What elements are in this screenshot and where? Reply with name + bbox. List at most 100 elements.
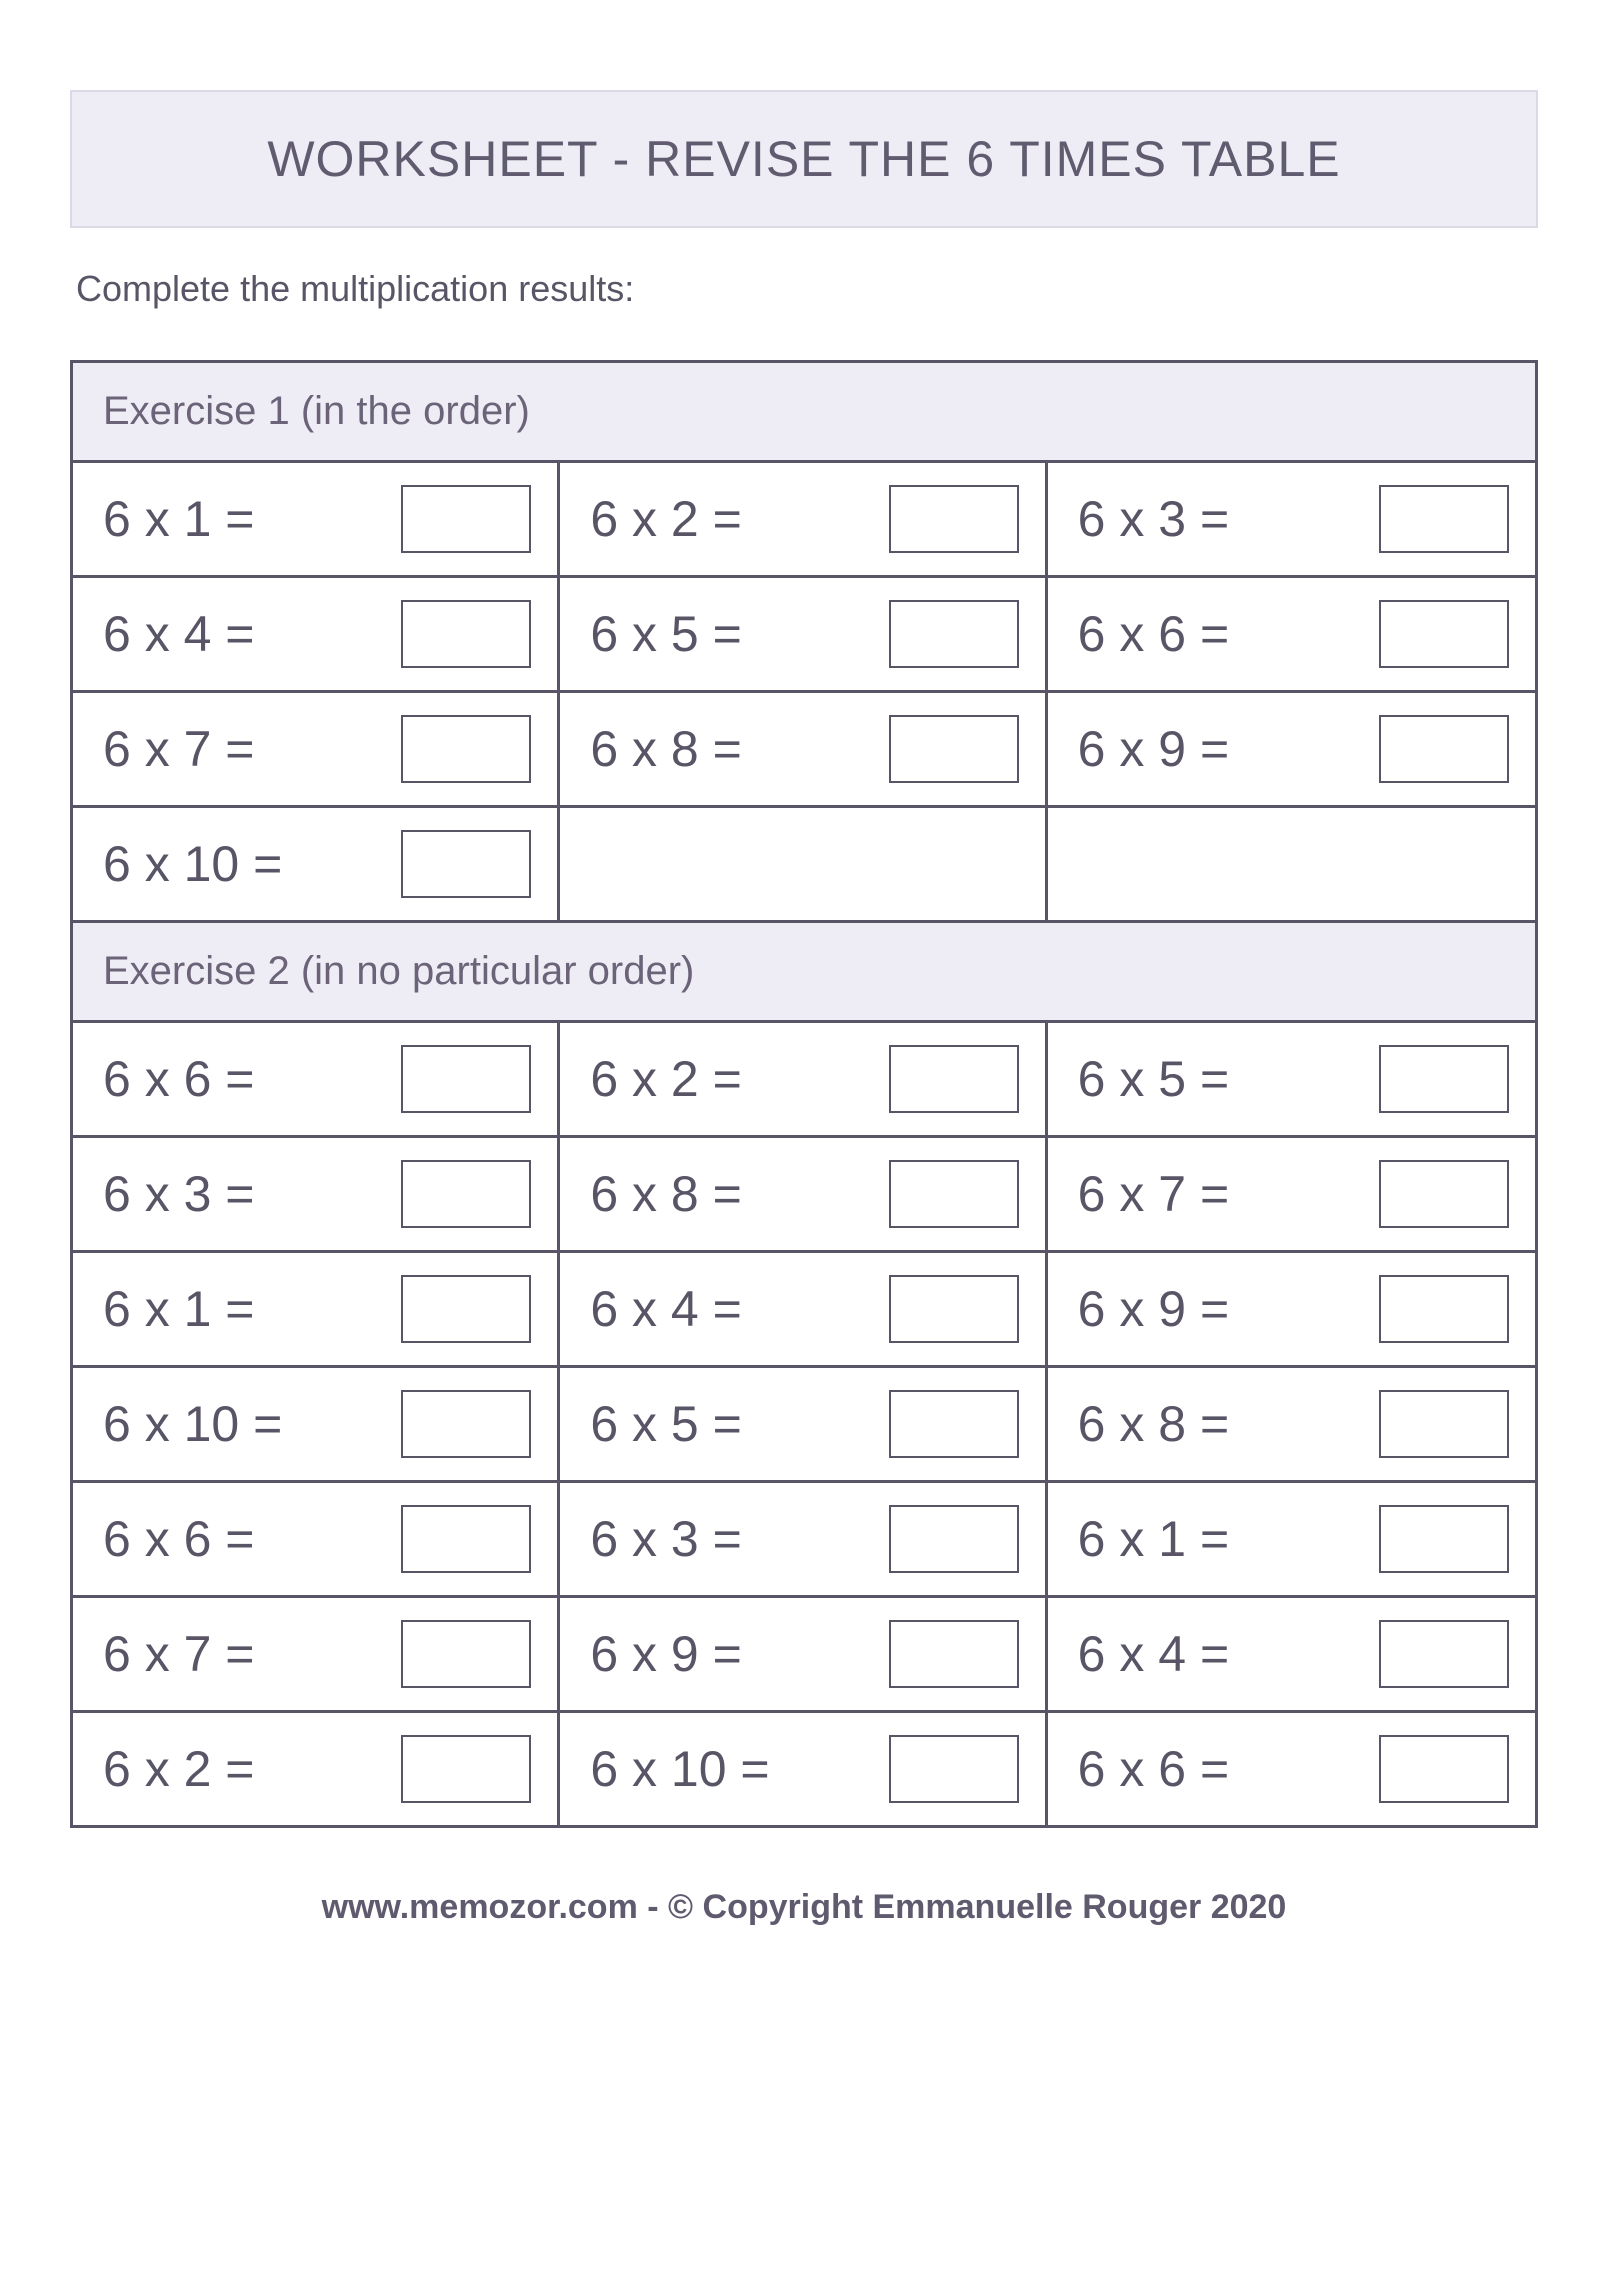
answer-input[interactable]: [1379, 1620, 1509, 1688]
problem-text: 6 x 7 =: [103, 1625, 255, 1683]
problem-cell: 6 x 2 =: [73, 1713, 560, 1825]
answer-input[interactable]: [889, 485, 1019, 553]
problem-text: 6 x 2 =: [103, 1740, 255, 1798]
answer-input[interactable]: [401, 1275, 531, 1343]
answer-input[interactable]: [401, 1505, 531, 1573]
problem-text: 6 x 3 =: [1078, 490, 1230, 548]
answer-input[interactable]: [1379, 1045, 1509, 1113]
problem-cell: 6 x 2 =: [560, 463, 1047, 578]
problem-cell: 6 x 7 =: [73, 693, 560, 808]
problem-text: 6 x 4 =: [590, 1280, 742, 1338]
problem-cell: 6 x 9 =: [560, 1598, 1047, 1713]
problem-text: 6 x 9 =: [590, 1625, 742, 1683]
problem-cell: 6 x 4 =: [560, 1253, 1047, 1368]
problem-cell: 6 x 5 =: [1048, 1023, 1535, 1138]
problem-text: 6 x 1 =: [103, 490, 255, 548]
problem-text: 6 x 9 =: [1078, 1280, 1230, 1338]
problem-cell: 6 x 4 =: [73, 578, 560, 693]
answer-input[interactable]: [1379, 1735, 1509, 1803]
footer-copyright: - © Copyright Emmanuelle Rouger 2020: [638, 1888, 1287, 1926]
problem-cell: 6 x 9 =: [1048, 1253, 1535, 1368]
problem-cell: 6 x 10 =: [73, 1368, 560, 1483]
problem-text: 6 x 6 =: [1078, 1740, 1230, 1798]
problem-cell: 6 x 7 =: [73, 1598, 560, 1713]
answer-input[interactable]: [889, 1735, 1019, 1803]
answer-input[interactable]: [401, 830, 531, 898]
problem-text: 6 x 10 =: [103, 1395, 282, 1453]
page-title: WORKSHEET - REVISE THE 6 TIMES TABLE: [92, 130, 1516, 188]
answer-input[interactable]: [889, 1620, 1019, 1688]
problem-cell: 6 x 3 =: [73, 1138, 560, 1253]
problem-cell: 6 x 5 =: [560, 578, 1047, 693]
problem-cell: 6 x 2 =: [560, 1023, 1047, 1138]
problem-cell: [560, 808, 1047, 920]
answer-input[interactable]: [401, 1735, 531, 1803]
exercise-2-header: Exercise 2 (in no particular order): [73, 920, 1535, 1023]
problem-cell: 6 x 1 =: [73, 1253, 560, 1368]
answer-input[interactable]: [889, 1045, 1019, 1113]
problem-cell: 6 x 8 =: [560, 1138, 1047, 1253]
problem-text: 6 x 1 =: [103, 1280, 255, 1338]
answer-input[interactable]: [889, 1160, 1019, 1228]
exercise-2-grid: 6 x 6 = 6 x 2 = 6 x 5 = 6 x 3 = 6 x 8 = 6 x 7…: [73, 1023, 1535, 1825]
problem-text: 6 x 7 =: [1078, 1165, 1230, 1223]
title-box: WORKSHEET - REVISE THE 6 TIMES TABLE: [70, 90, 1538, 228]
answer-input[interactable]: [889, 1275, 1019, 1343]
problem-cell: 6 x 6 =: [73, 1023, 560, 1138]
answer-input[interactable]: [401, 1160, 531, 1228]
answer-input[interactable]: [401, 1620, 531, 1688]
problem-text: 6 x 7 =: [103, 720, 255, 778]
problem-cell: [1048, 808, 1535, 920]
problem-text: 6 x 5 =: [1078, 1050, 1230, 1108]
footer-site: www.memozor.com: [322, 1888, 638, 1926]
problem-text: 6 x 4 =: [1078, 1625, 1230, 1683]
problem-text: 6 x 5 =: [590, 1395, 742, 1453]
problem-cell: 6 x 1 =: [73, 463, 560, 578]
answer-input[interactable]: [1379, 1390, 1509, 1458]
problem-text: 6 x 3 =: [103, 1165, 255, 1223]
worksheet-container: Exercise 1 (in the order) 6 x 1 =6 x 2 =…: [70, 360, 1538, 1828]
problem-cell: 6 x 1 =: [1048, 1483, 1535, 1598]
problem-cell: 6 x 7 =: [1048, 1138, 1535, 1253]
problem-cell: 6 x 8 =: [1048, 1368, 1535, 1483]
answer-input[interactable]: [401, 1045, 531, 1113]
problem-text: 6 x 10 =: [103, 835, 282, 893]
problem-text: 6 x 6 =: [1078, 605, 1230, 663]
answer-input[interactable]: [1379, 485, 1509, 553]
problem-text: 6 x 1 =: [1078, 1510, 1230, 1568]
problem-text: 6 x 5 =: [590, 605, 742, 663]
problem-cell: 6 x 5 =: [560, 1368, 1047, 1483]
problem-cell: 6 x 4 =: [1048, 1598, 1535, 1713]
answer-input[interactable]: [1379, 715, 1509, 783]
problem-text: 6 x 3 =: [590, 1510, 742, 1568]
problem-cell: 6 x 6 =: [73, 1483, 560, 1598]
exercise-1-grid: 6 x 1 = 6 x 2 = 6 x 3 = 6 x 4 = 6 x 5 = 6 x 6…: [73, 463, 1535, 920]
problem-text: 6 x 6 =: [103, 1050, 255, 1108]
instruction-text: Complete the multiplication results:: [70, 268, 1538, 310]
answer-input[interactable]: [1379, 1505, 1509, 1573]
problem-cell: 6 x 10 =: [73, 808, 560, 920]
problem-cell: 6 x 6 =: [1048, 1713, 1535, 1825]
problem-text: 6 x 8 =: [590, 720, 742, 778]
footer: www.memozor.com - © Copyright Emmanuelle…: [70, 1888, 1538, 1927]
answer-input[interactable]: [889, 600, 1019, 668]
problem-cell: 6 x 10 =: [560, 1713, 1047, 1825]
answer-input[interactable]: [401, 1390, 531, 1458]
answer-input[interactable]: [1379, 1275, 1509, 1343]
answer-input[interactable]: [889, 1390, 1019, 1458]
answer-input[interactable]: [1379, 1160, 1509, 1228]
problem-cell: 6 x 8 =: [560, 693, 1047, 808]
answer-input[interactable]: [1379, 600, 1509, 668]
problem-text: 6 x 8 =: [590, 1165, 742, 1223]
answer-input[interactable]: [889, 1505, 1019, 1573]
problem-text: 6 x 10 =: [590, 1740, 769, 1798]
problem-cell: 6 x 6 =: [1048, 578, 1535, 693]
answer-input[interactable]: [401, 600, 531, 668]
problem-text: 6 x 2 =: [590, 490, 742, 548]
answer-input[interactable]: [401, 485, 531, 553]
problem-cell: 6 x 9 =: [1048, 693, 1535, 808]
answer-input[interactable]: [889, 715, 1019, 783]
answer-input[interactable]: [401, 715, 531, 783]
problem-cell: 6 x 3 =: [560, 1483, 1047, 1598]
problem-text: 6 x 6 =: [103, 1510, 255, 1568]
